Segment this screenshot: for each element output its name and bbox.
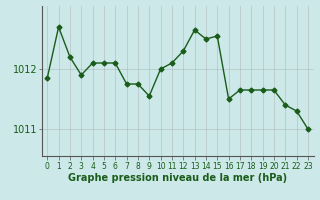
X-axis label: Graphe pression niveau de la mer (hPa): Graphe pression niveau de la mer (hPa) [68,173,287,183]
